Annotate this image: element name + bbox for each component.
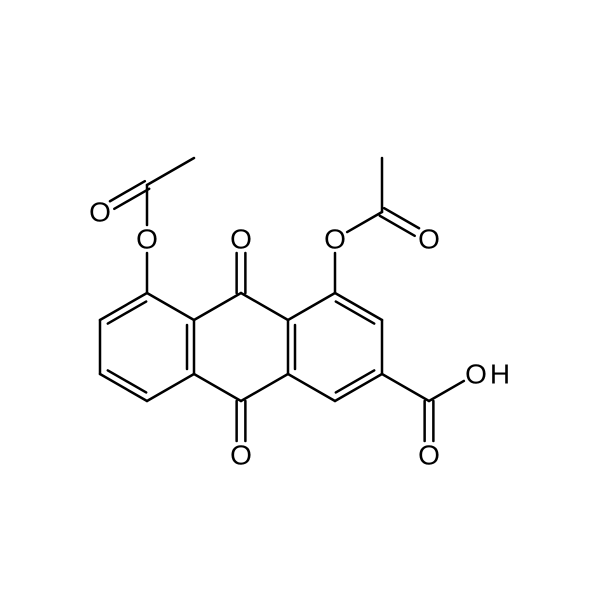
- atom-label-OE2: O: [324, 223, 346, 254]
- atom-label-OE2d: O: [418, 223, 440, 254]
- atom-label-OE1: O: [136, 223, 158, 254]
- atom-label-O9: O: [230, 223, 252, 254]
- atom-label-OE1d: O: [89, 196, 111, 227]
- chemical-structure: OOOOHOOOO: [0, 0, 600, 600]
- bond-layer: [100, 158, 464, 441]
- atom-hydrogen-OA2: H: [490, 358, 510, 389]
- atom-label-OA2: O: [465, 358, 487, 389]
- atom-label-O10: O: [230, 439, 252, 470]
- atom-label-OA1: O: [418, 439, 440, 470]
- atom-layer: OOOOHOOOO: [89, 196, 510, 470]
